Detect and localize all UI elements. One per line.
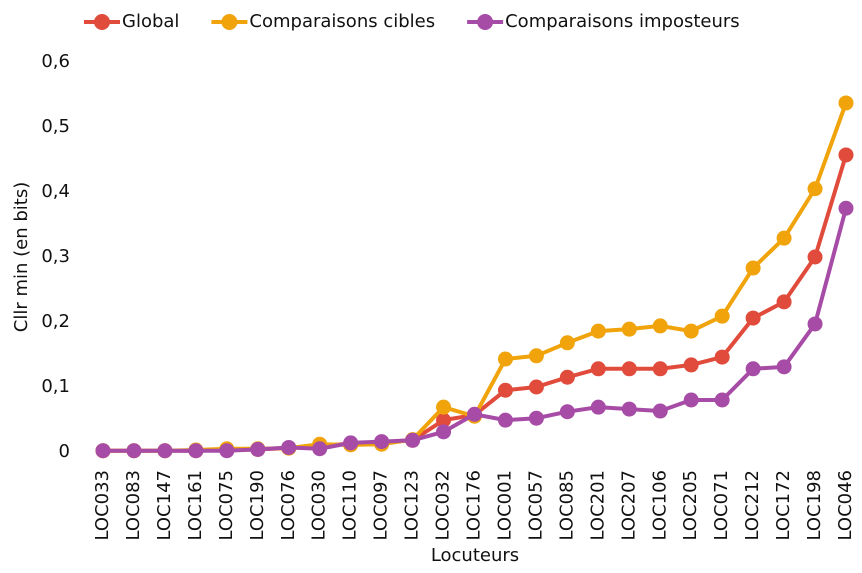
point [714,349,730,365]
point [776,294,792,310]
point [683,392,699,408]
point [528,348,544,364]
point [559,369,575,385]
x-tick-label: LOC190 [247,470,268,540]
point [374,434,390,450]
x-tick-label: LOC106 [649,470,670,540]
series [95,200,854,459]
x-tick-label: LOC201 [587,470,608,540]
x-tick-label: LOC207 [618,470,639,540]
point [312,441,328,457]
point [807,181,823,197]
series-line [103,102,848,453]
point [590,361,606,377]
x-tick-label: LOC076 [278,470,299,540]
point [838,95,854,111]
point [776,230,792,246]
point [838,147,854,163]
point [621,321,637,337]
point [126,443,142,459]
x-tick-label: LOC071 [711,470,732,540]
point [343,435,359,451]
point [219,443,235,459]
point [683,323,699,339]
point [652,361,668,377]
legend-marker [94,14,110,30]
x-tick-label: LOC123 [402,470,423,540]
point [436,399,452,415]
point [683,357,699,373]
point [405,432,421,448]
point [745,361,761,377]
point [497,351,513,367]
x-tick-label: LOC097 [371,470,392,540]
point [776,359,792,375]
point [436,424,452,440]
series-line [103,154,848,453]
legend-label: Comparaisons cibles [249,11,435,32]
point [250,441,266,457]
x-tick-label: LOC176 [464,470,485,540]
point [528,379,544,395]
point [497,382,513,398]
x-tick-label: LOC110 [340,470,361,540]
y-tick-label: 0,5 [41,116,70,137]
point [559,335,575,351]
x-tick-label: LOC030 [309,470,330,540]
y-tick-label: 0,6 [41,51,70,72]
point [745,260,761,276]
legend-marker [221,14,238,30]
y-tick-label: 0 [59,441,70,462]
legend-label: Comparaisons imposteurs [505,11,740,32]
x-tick-label: LOC001 [494,470,515,540]
point [157,443,173,459]
point [807,316,823,332]
point [838,200,854,216]
point [807,249,823,265]
point [590,399,606,415]
point [714,392,730,408]
x-tick-label: LOC161 [185,470,206,540]
point [467,406,482,422]
y-tick-label: 0,3 [41,246,70,267]
y-tick-label: 0,4 [41,181,70,202]
point [621,401,637,417]
point [188,443,204,459]
x-tick-label: LOC032 [433,470,454,540]
y-axis-title: Cllr min (en bits) [11,182,32,332]
point [652,403,668,419]
point [714,308,730,324]
point [95,443,111,459]
point [621,361,637,377]
point [497,412,513,428]
point [436,412,452,428]
x-tick-label: LOC046 [835,470,856,540]
x-tick-label: LOC057 [525,470,546,540]
x-tick-label: LOC172 [773,470,794,540]
x-tick-label: LOC147 [154,470,175,540]
y-tick-label: 0,2 [41,311,70,332]
x-tick-label: LOC198 [804,470,825,540]
x-tick-label: LOC075 [216,470,237,540]
point [528,410,544,426]
x-axis-title: Locuteurs [431,545,519,566]
point [590,323,606,339]
x-tick-label: LOC033 [92,470,113,540]
legend-marker [477,14,494,30]
legend-label: Global [122,11,179,32]
point [559,404,575,420]
point [745,310,761,326]
x-tick-label: LOC212 [742,470,763,540]
x-tick-label: LOC083 [123,470,144,540]
point [652,318,668,334]
x-tick-label: LOC085 [556,470,577,540]
y-tick-label: 0,1 [41,376,70,397]
x-tick-label: LOC205 [680,470,701,540]
series [95,95,854,459]
point [281,439,297,455]
